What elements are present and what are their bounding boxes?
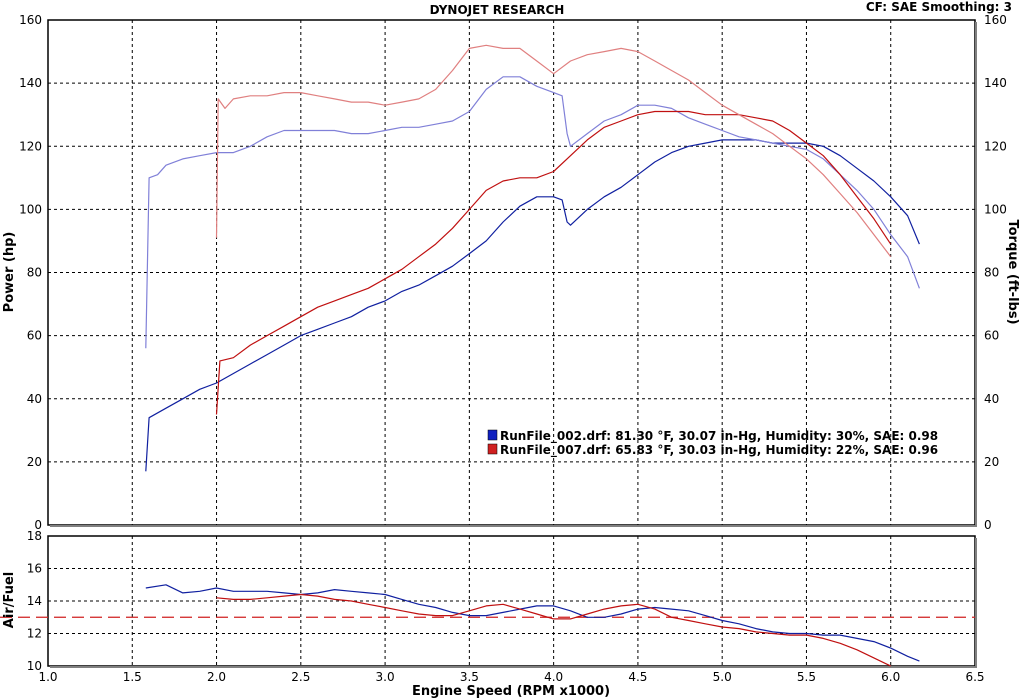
torque-tick-label: 0 — [984, 518, 992, 532]
torque-tick-label: 160 — [984, 13, 1007, 27]
torque-tick-label: 80 — [984, 266, 999, 280]
legend-label-run-002: RunFile_002.drf: 81.30 °F, 30.07 in-Hg, … — [500, 429, 938, 444]
power-panel-shadow-right — [975, 22, 977, 527]
torque-tick-label: 60 — [984, 329, 999, 343]
airfuel-panel-ticks: 1.0 1.5 2.0 2.5 3.0 3.5 4.0 4.5 5.0 5.5 6.0 6.5 10 12… — [27, 529, 985, 684]
series-runfile-002-drftorque — [145, 76, 920, 349]
power-panel-ticks: 0 0 20 20 40 40 60 60 80 80 100 100 120 120 140 140 160 1… — [19, 13, 1007, 532]
power-tick-label: 0 — [34, 518, 42, 532]
x-tick-label: 2.5 — [291, 670, 310, 684]
legend-swatch-run-002 — [487, 429, 498, 441]
airfuel-tick-label: 18 — [27, 529, 42, 543]
airfuel-panel-grid — [48, 536, 975, 666]
x-tick-label: 4.0 — [544, 670, 563, 684]
x-tick-label: 2.0 — [207, 670, 226, 684]
power-tick-label: 100 — [19, 202, 42, 216]
airfuel-tick-label: 14 — [27, 594, 42, 608]
series-runfile-007-drfpower — [215, 110, 892, 415]
x-tick-label: 4.5 — [628, 670, 647, 684]
power-tick-label: 160 — [19, 13, 42, 27]
airfuel-panel-series — [0, 584, 975, 667]
y-axis-left-label: Power (hp) — [2, 232, 17, 313]
airfuel-panel-shadow-right — [975, 538, 977, 668]
airfuel-tick-label: 10 — [27, 659, 42, 673]
series-runfile-002-drfpower — [145, 139, 920, 472]
torque-tick-label: 20 — [984, 455, 999, 469]
power-tick-label: 140 — [19, 76, 42, 90]
legend: RunFile_002.drf: 81.30 °F, 30.07 in-Hg, … — [487, 429, 938, 458]
x-tick-label: 5.0 — [713, 670, 732, 684]
legend-label-run-007: RunFile_007.drf: 65.83 °F, 30.03 in-Hg, … — [500, 443, 938, 458]
torque-tick-label: 40 — [984, 392, 999, 406]
airfuel-tick-label: 12 — [27, 627, 42, 641]
airfuel-tick-label: 16 — [27, 562, 42, 576]
power-panel-shadow-bottom — [50, 525, 977, 527]
y-axis-airfuel-label: Air/Fuel — [2, 572, 17, 628]
power-tick-label: 60 — [27, 329, 42, 343]
x-tick-label: 5.5 — [797, 670, 816, 684]
power-tick-label: 20 — [27, 455, 42, 469]
series-runfile-007-drftorque — [215, 44, 892, 258]
airfuel-series-runfile-007-drf — [216, 593, 891, 667]
x-tick-label: 3.0 — [376, 670, 395, 684]
x-tick-label: 6.0 — [881, 670, 900, 684]
y-axis-right-label: Torque (ft-lbs) — [1005, 219, 1020, 324]
airfuel-series-runfile-002-drf — [145, 584, 920, 662]
x-tick-label: 6.5 — [965, 670, 984, 684]
torque-tick-label: 100 — [984, 202, 1007, 216]
x-tick-label: 1.0 — [38, 670, 57, 684]
chart-title: DYNOJET RESEARCH — [430, 3, 565, 17]
power-panel-series — [145, 44, 920, 472]
x-tick-label: 1.5 — [123, 670, 142, 684]
power-panel-grid — [48, 20, 975, 525]
legend-swatch-run-007 — [487, 443, 498, 455]
power-tick-label: 120 — [19, 139, 42, 153]
power-tick-label: 80 — [27, 266, 42, 280]
power-tick-label: 40 — [27, 392, 42, 406]
torque-tick-label: 120 — [984, 139, 1007, 153]
airfuel-panel-shadow-bottom — [50, 666, 977, 668]
x-tick-label: 3.5 — [460, 670, 479, 684]
chart-info: CF: SAE Smoothing: 3 — [866, 0, 1012, 14]
x-axis-label: Engine Speed (RPM x1000) — [412, 684, 610, 698]
torque-tick-label: 140 — [984, 76, 1007, 90]
